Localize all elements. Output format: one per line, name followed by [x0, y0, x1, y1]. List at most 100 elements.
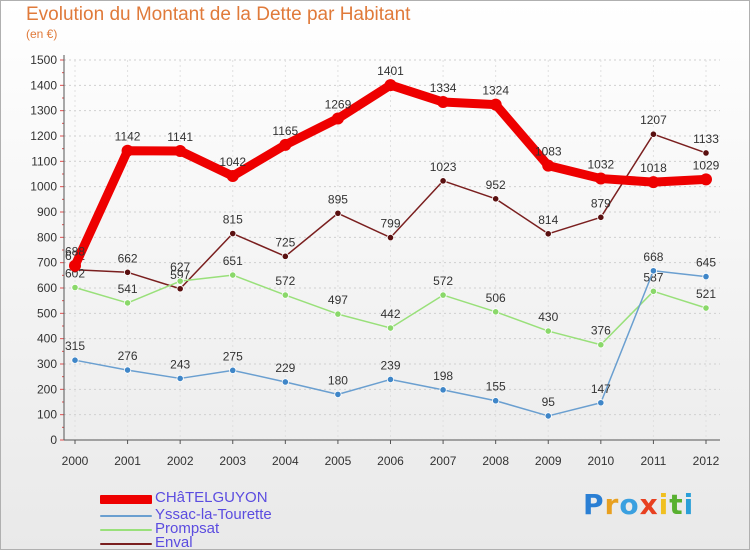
data-point — [123, 299, 132, 307]
data-point — [544, 230, 552, 238]
chart-subtitle: (en €) — [26, 27, 58, 41]
data-label: 275 — [223, 349, 243, 363]
y-tick-label: 600 — [37, 281, 57, 295]
data-label: 645 — [696, 256, 716, 270]
data-point — [594, 172, 607, 185]
data-point — [334, 390, 342, 398]
data-label: 597 — [170, 268, 190, 282]
data-point — [69, 259, 81, 272]
data-label: 506 — [486, 291, 506, 305]
data-label: 1334 — [430, 81, 457, 95]
data-label: 521 — [696, 287, 716, 301]
data-label: 442 — [380, 307, 400, 321]
y-tick-label: 1200 — [30, 129, 57, 143]
data-label: 376 — [591, 324, 611, 338]
data-point — [174, 144, 187, 157]
y-tick-label: 200 — [37, 382, 57, 396]
data-point — [492, 195, 500, 203]
x-tick-label: 2005 — [325, 454, 352, 468]
data-point — [176, 277, 184, 285]
data-label: 572 — [433, 274, 453, 288]
data-point — [597, 399, 605, 407]
data-point — [229, 229, 237, 238]
proxiti-logo: Proxiti — [583, 488, 695, 521]
y-tick-label: 800 — [37, 230, 57, 244]
data-label: 799 — [380, 217, 400, 231]
data-label: 1029 — [693, 158, 720, 172]
x-tick-label: 2006 — [377, 454, 404, 468]
data-label: 952 — [486, 178, 506, 192]
data-point — [702, 149, 710, 157]
data-label: 587 — [643, 270, 663, 284]
data-point — [544, 327, 552, 335]
data-label: 572 — [275, 274, 295, 288]
data-point — [492, 308, 500, 316]
data-label: 651 — [223, 254, 243, 268]
data-label: 497 — [328, 293, 348, 307]
data-label: 239 — [380, 358, 400, 372]
data-point — [123, 366, 132, 374]
data-point — [386, 324, 395, 332]
y-tick-label: 0 — [50, 433, 57, 447]
x-tick-label: 2012 — [693, 454, 720, 468]
data-point — [229, 271, 237, 279]
x-tick-label: 2011 — [641, 454, 667, 468]
legend-label: CHâTELGUYON — [155, 489, 268, 506]
y-tick-label: 300 — [37, 357, 57, 371]
data-point — [649, 267, 658, 275]
data-label: 315 — [65, 339, 85, 353]
y-tick-label: 1400 — [30, 78, 57, 92]
data-label: 180 — [328, 373, 348, 387]
data-label: 879 — [591, 196, 611, 210]
data-point — [702, 304, 710, 312]
data-point — [702, 272, 710, 281]
data-point — [331, 112, 344, 125]
data-point — [386, 375, 395, 384]
y-tick-label: 900 — [37, 205, 57, 219]
legend-swatch — [100, 529, 152, 531]
data-label: 1133 — [693, 132, 719, 146]
data-label: 1023 — [430, 160, 457, 174]
x-tick-label: 2010 — [587, 454, 614, 468]
data-point — [386, 233, 395, 242]
data-label: 1165 — [272, 124, 298, 138]
data-point — [439, 386, 447, 394]
data-point — [597, 341, 605, 349]
data-point — [71, 356, 79, 364]
data-point — [649, 287, 658, 295]
y-tick-label: 100 — [37, 408, 57, 422]
data-label: 1207 — [640, 113, 667, 127]
data-point — [123, 268, 132, 276]
x-tick-label: 2000 — [62, 454, 89, 468]
y-tick-label: 1500 — [30, 53, 57, 67]
series-line-2 — [74, 270, 707, 417]
data-point — [281, 378, 289, 386]
x-tick-label: 2004 — [272, 454, 299, 468]
data-point — [437, 96, 450, 109]
data-label: 688 — [65, 245, 85, 259]
data-label: 95 — [542, 395, 556, 409]
data-label: 229 — [275, 361, 295, 375]
legend-label: Enval — [155, 534, 193, 551]
data-label: 1142 — [115, 130, 141, 144]
data-label: 541 — [118, 282, 138, 296]
x-tick-label: 2002 — [167, 454, 194, 468]
legend-swatch — [100, 543, 152, 545]
data-label: 1042 — [219, 155, 246, 169]
data-point — [281, 252, 289, 260]
x-tick-label: 2008 — [482, 454, 509, 468]
data-label: 1083 — [535, 145, 562, 159]
data-label: 815 — [223, 213, 243, 227]
legend-label: Prompsat — [155, 520, 220, 537]
data-point — [542, 159, 555, 172]
data-label: 155 — [486, 380, 506, 394]
y-tick-label: 400 — [37, 332, 57, 346]
data-point — [121, 144, 134, 157]
chart-title: Evolution du Montant de la Dette par Hab… — [26, 4, 411, 25]
data-label: 895 — [328, 192, 348, 206]
data-point — [384, 79, 397, 92]
data-point — [229, 366, 237, 374]
legend-label: Yssac-la-Tourette — [155, 506, 272, 523]
data-label: 1032 — [587, 158, 614, 172]
data-point — [544, 412, 552, 420]
